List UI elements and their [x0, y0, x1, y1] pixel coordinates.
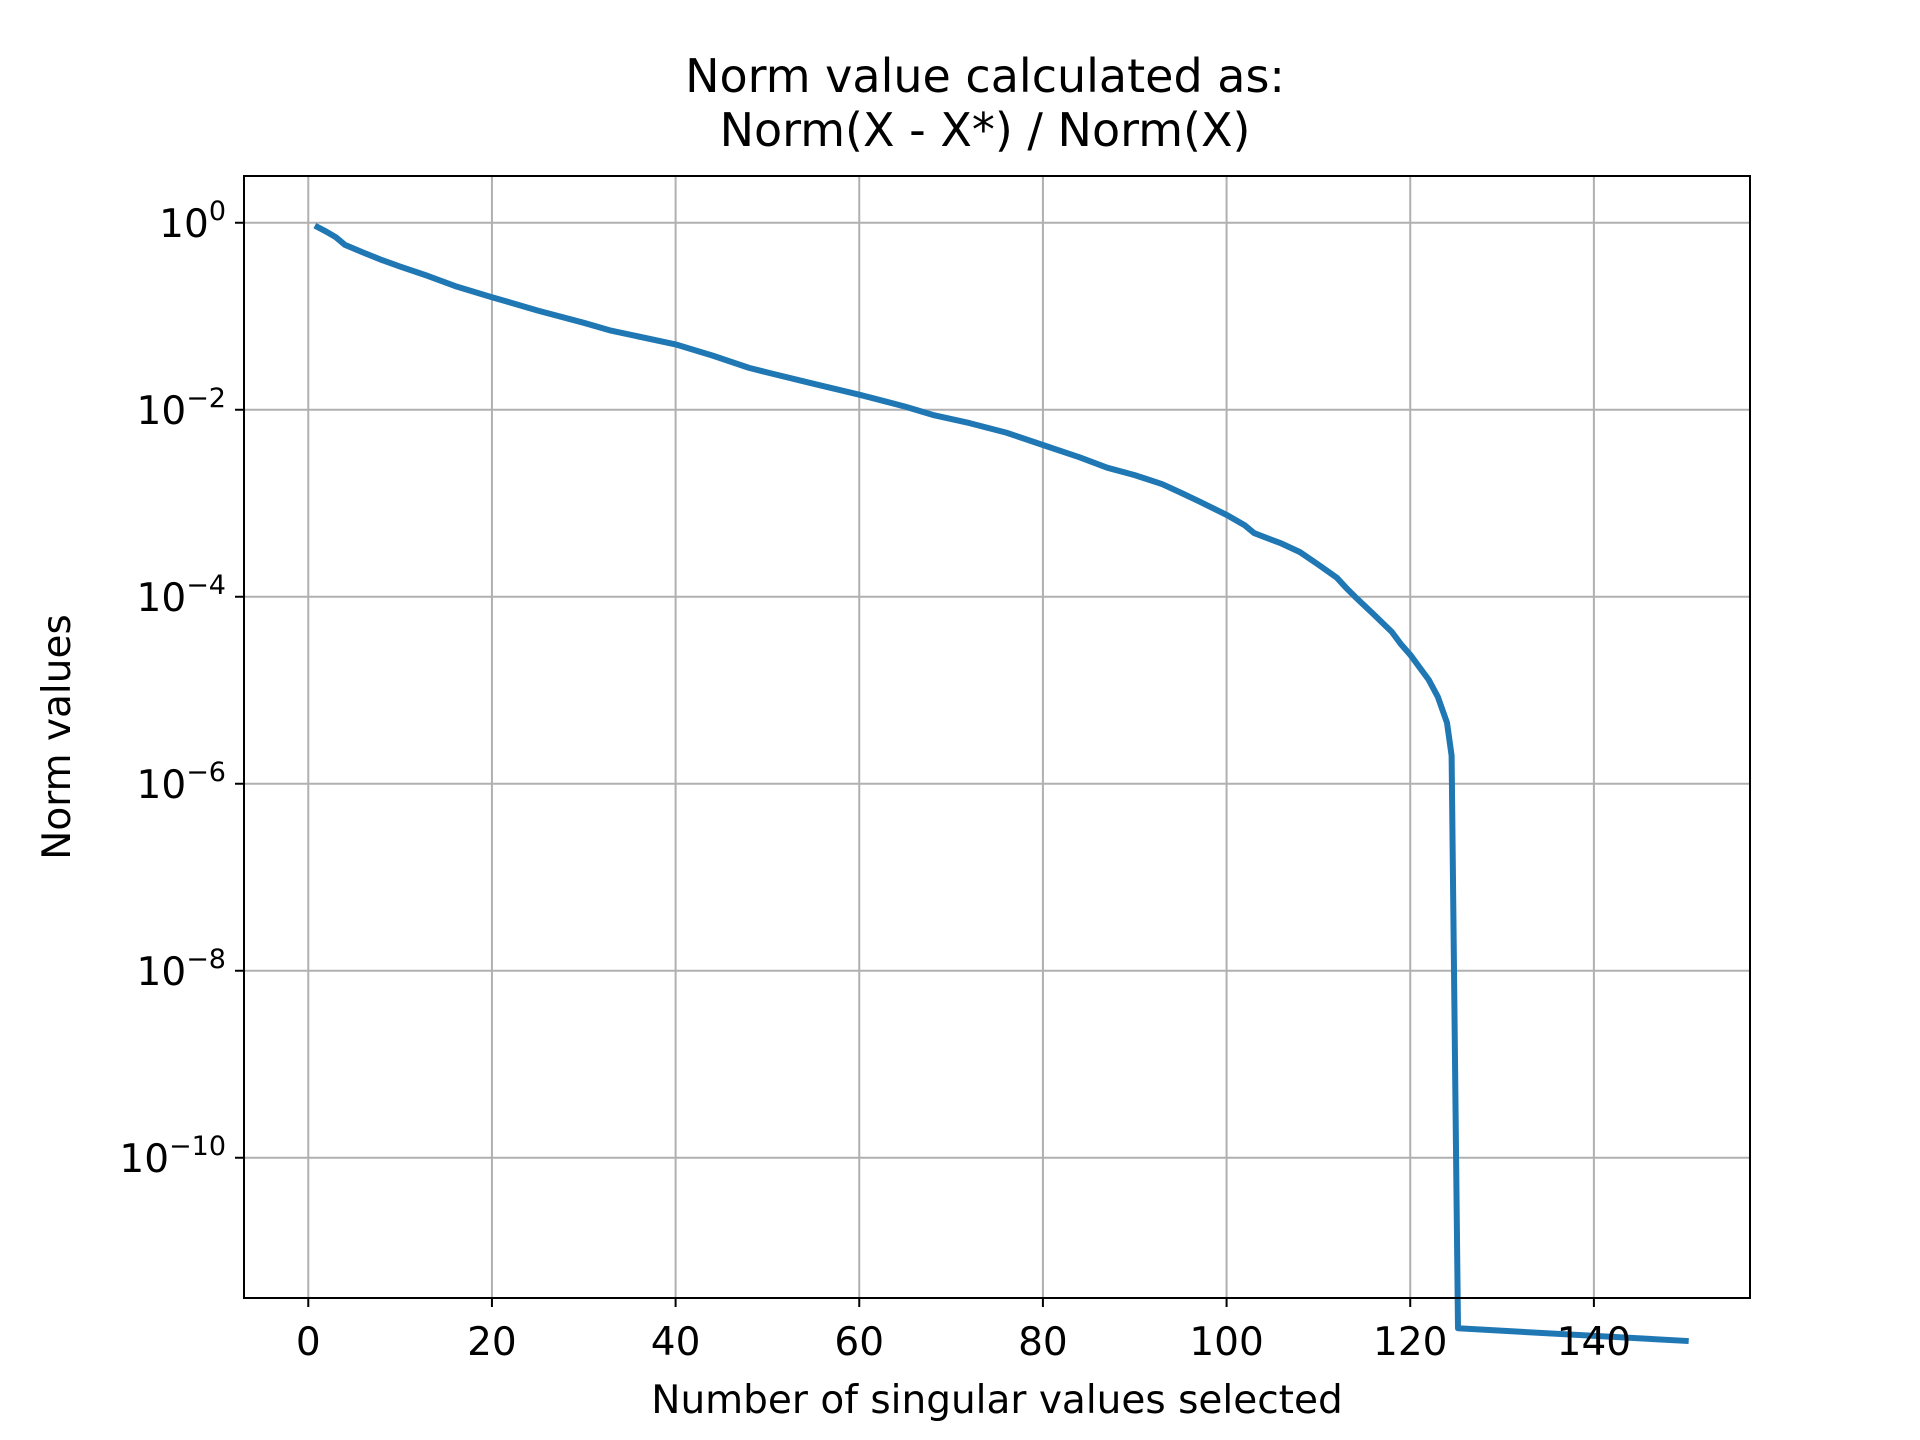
x-tick-label: 80	[1018, 1320, 1068, 1365]
y-tick-label: 10−4	[137, 570, 226, 621]
series-line	[313, 222, 1689, 1345]
plot-frame	[243, 175, 1751, 1299]
x-tick-label: 100	[1189, 1320, 1263, 1365]
x-tick-label: 140	[1557, 1320, 1631, 1365]
x-tick-label: 60	[834, 1320, 884, 1365]
x-tick-label: 20	[467, 1320, 517, 1365]
y-tick-label: 10−10	[119, 1131, 226, 1182]
y-tick-label: 10−2	[137, 383, 226, 434]
y-axis-label: Norm values	[35, 614, 80, 860]
chart-title-line-2: Norm(X - X*) / Norm(X)	[720, 103, 1251, 157]
x-axis-ticks: 0 20 40 60 80 100 120 140	[296, 1298, 1631, 1365]
x-axis-label: Number of singular values selected	[651, 1378, 1342, 1423]
grid	[244, 176, 1750, 1298]
y-tick-label: 10−8	[137, 944, 226, 995]
chart-title-line-1: Norm value calculated as:	[685, 49, 1285, 103]
y-tick-label: 10−6	[137, 757, 226, 808]
x-tick-label: 0	[296, 1320, 321, 1365]
x-tick-label: 120	[1373, 1320, 1447, 1365]
series-layer	[313, 222, 1689, 1345]
y-tick-label: 100	[159, 196, 226, 247]
x-tick-label: 40	[651, 1320, 701, 1365]
y-axis-ticks: 100 10−2 10−4 10−6 10−8 10−10	[119, 196, 244, 1182]
